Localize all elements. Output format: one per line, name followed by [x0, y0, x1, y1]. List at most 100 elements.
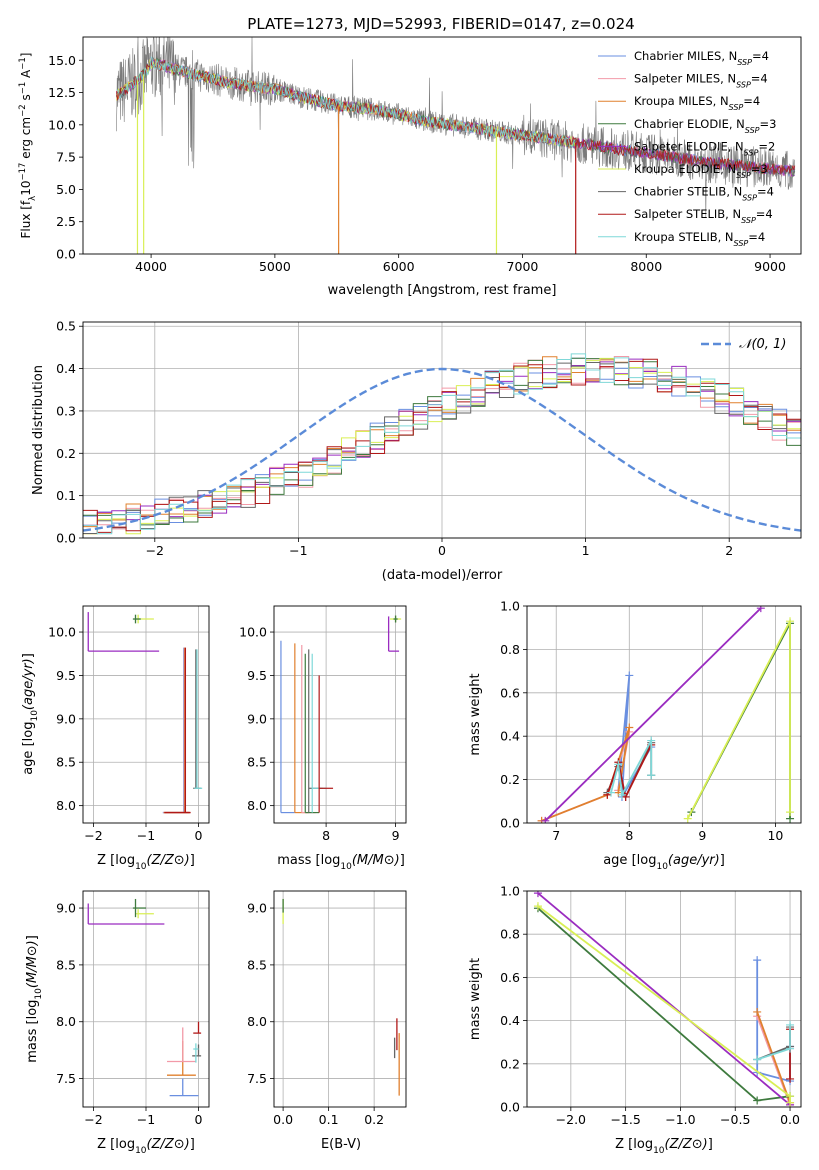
legend-entry: Salpeter STELIB, NSSP=4: [634, 207, 773, 225]
weight-series-line: [756, 1011, 791, 1104]
age_vs_mass-panel: 8 9 8.0 8.5 9.0 9.5 10.0 mass [log10(M/M⊙)]: [239, 605, 407, 872]
residual-histogram: [83, 361, 801, 535]
y-tick-label: 0.1: [56, 488, 76, 503]
y-tick-label: 9.5: [56, 668, 76, 683]
x-tick-label: 8: [625, 828, 633, 843]
weight_vs_Z-panel: −2.0 −1.5 −1.0 −0.5 0.0 0.0 0.2 0.4 0.6 0.8 1.0 Z […: [468, 884, 802, 1156]
x-axis-label: Z [log10(Z/Z⊙)]: [97, 1137, 195, 1156]
y-axis-label: mass weight: [468, 958, 483, 1040]
x-tick-label: −1.0: [665, 1112, 695, 1127]
age_vs_Z-panel: −2 −1 0 8.0 8.5 9.0 9.5 10.0 Z [log10(Z/Z⊙)] age …: [21, 605, 210, 872]
x-tick-label: 8000: [630, 259, 662, 274]
y-tick-label: 10.0: [48, 625, 76, 640]
weight-marker: [753, 956, 762, 965]
figure-title: PLATE=1273, MJD=52993, FIBERID=0147, z=0…: [247, 15, 634, 33]
weight_vs_age-panel: 7 8 9 10 0.0 0.2 0.4 0.6 0.8 1.0 age [log10(age/yr…: [468, 599, 802, 872]
x-axis-label: wavelength [Angstrom, rest frame]: [328, 283, 557, 298]
weight-marker: [541, 816, 550, 823]
y-tick-label: 8.0: [56, 798, 76, 813]
mass_vs_ebv-frame: [273, 890, 407, 1108]
y-tick-label: 0.2: [500, 772, 520, 787]
weight-marker: [756, 606, 765, 613]
legend-entry: Salpeter MILES, NSSP=4: [634, 72, 768, 90]
x-tick-label: −2: [84, 828, 102, 843]
y-tick-label: 8.5: [56, 957, 76, 972]
x-tick-label: 1: [582, 543, 590, 558]
x-tick-label: −1: [137, 828, 155, 843]
legend-entry: Salpeter ELODIE, NSSP=2: [634, 139, 775, 157]
x-axis-label: Z [log10(Z/Z⊙)]: [97, 853, 195, 872]
residuals-plot-area: [83, 353, 801, 535]
y-tick-label: 8.5: [247, 957, 267, 972]
y-tick-label: 0.4: [500, 1013, 520, 1028]
weight-marker: [617, 790, 626, 799]
y-tick-label: 0.2: [56, 446, 76, 461]
mass_vs_Z-panel: −2 −1 0 7.5 8.0 8.5 9.0 Z [log10(Z/Z⊙)] mass [lo…: [25, 890, 210, 1156]
age_vs_Z-plot-area: [87, 612, 203, 814]
residuals-panel: −2 −1 0 1 2 0.0 0.1 0.2 0.3 0.4 0.5 (data-model)/er…: [31, 319, 802, 583]
weight-marker: [786, 1020, 795, 1029]
y-axis-label: Flux [fλ10−17 erg cm−2 s−1 A−1]: [18, 53, 38, 239]
y-tick-label: 7.5: [247, 1071, 267, 1086]
x-tick-label: 9: [392, 828, 400, 843]
x-tick-label: 0.1: [319, 1112, 339, 1127]
y-axis-label: mass [log10(M/M⊙)]: [25, 935, 44, 1063]
age_vs_mass-plot-area: [280, 615, 402, 814]
mass_vs_Z-plot-area: [87, 898, 202, 1097]
y-tick-label: 10.0: [239, 625, 267, 640]
weight-marker: [786, 617, 795, 626]
x-tick-label: 8: [322, 828, 330, 843]
legend-entry: Kroupa MILES, NSSP=4: [634, 94, 760, 112]
x-tick-label: 0: [195, 828, 203, 843]
x-tick-label: −2.0: [556, 1112, 586, 1127]
x-tick-label: 0.0: [273, 1112, 293, 1127]
weight-marker: [786, 1074, 795, 1083]
y-tick-label: 0.6: [500, 970, 520, 985]
x-tick-label: −2: [146, 543, 164, 558]
y-axis-label: age [log10(age/yr)]: [21, 653, 40, 775]
mass_vs_ebv-panel: 0.0 0.1 0.2 7.5 8.0 8.5 9.0 E(B-V): [247, 890, 407, 1152]
weight-series-line: [686, 620, 791, 820]
weight_vs_Z-plot-area: [533, 891, 795, 1107]
weight-marker: [786, 1044, 795, 1053]
y-tick-label: 0.0: [500, 816, 520, 831]
weight-marker: [614, 760, 623, 769]
y-tick-label: 0.0: [56, 531, 76, 546]
x-axis-label: mass [log10(M/M⊙)]: [277, 853, 405, 872]
y-tick-label: 9.5: [247, 668, 267, 683]
weight-series-line: [544, 607, 762, 822]
mass_vs_ebv-plot-area: [282, 898, 400, 1096]
y-tick-label: 12.5: [48, 85, 76, 100]
x-tick-label: 7: [552, 828, 560, 843]
y-tick-label: 5.0: [56, 182, 76, 197]
y-tick-label: 9.0: [56, 901, 76, 916]
y-tick-label: 8.0: [247, 1014, 267, 1029]
x-axis-label: (data-model)/error: [382, 568, 503, 583]
weight-marker: [753, 1007, 762, 1016]
y-tick-label: 0.6: [500, 685, 520, 700]
weight-marker: [533, 902, 542, 911]
weight-marker: [607, 788, 616, 797]
y-axis-label: Normed distribution: [31, 365, 46, 495]
weight-marker: [753, 1055, 762, 1064]
x-tick-label: 4000: [135, 259, 167, 274]
spectrum-legend: Chabrier MILES, NSSP=4 Salpeter MILES, NS…: [598, 49, 776, 247]
y-tick-label: 8.5: [247, 755, 267, 770]
weight-marker: [533, 891, 542, 898]
y-tick-label: 0.3: [56, 403, 76, 418]
x-tick-label: 0.0: [780, 1112, 800, 1127]
weight-marker: [625, 671, 634, 680]
spectrum-panel: 4000 5000 6000 7000 8000 9000 0.0 2.5 5.0 7.5 10.0…: [18, 36, 802, 298]
age_vs_Z-frame: [82, 605, 210, 824]
x-tick-label: −2: [84, 1112, 102, 1127]
y-tick-label: 0.4: [56, 361, 76, 376]
weight-marker: [786, 1098, 795, 1107]
weight-marker: [683, 814, 692, 823]
x-tick-label: −1.5: [610, 1112, 640, 1127]
y-tick-label: 1.0: [500, 884, 520, 899]
y-tick-label: 0.0: [500, 1100, 520, 1115]
y-tick-label: 0.5: [56, 319, 76, 334]
weight_vs_age-plot-area: [537, 606, 795, 823]
y-tick-label: 1.0: [500, 599, 520, 614]
